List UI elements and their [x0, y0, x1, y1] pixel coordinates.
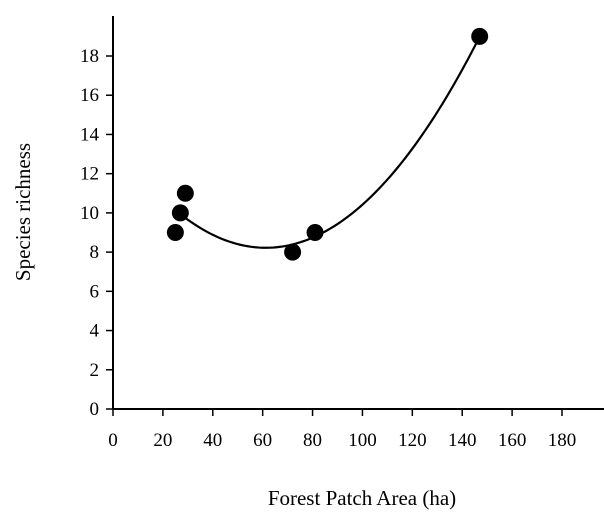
x-tick-label: 60: [253, 430, 272, 451]
x-tick-label: 0: [108, 430, 118, 451]
x-tick-label: 160: [498, 430, 527, 451]
data-point: [471, 27, 489, 45]
fit-curve: [179, 36, 481, 249]
data-point: [176, 184, 194, 202]
data-point: [171, 204, 189, 222]
x-tick-label: 140: [448, 430, 477, 451]
x-tick-label: 40: [203, 430, 222, 451]
x-tick-label: 100: [348, 430, 377, 451]
x-axis-title: Forest Patch Area (ha): [268, 486, 456, 510]
y-tick-label: 0: [90, 399, 100, 420]
data-point: [284, 243, 302, 261]
x-axis: 0 20 40 60 80 100 120 140 160 180: [108, 408, 604, 451]
x-tick-label: 80: [303, 430, 322, 451]
y-tick-label: 16: [80, 85, 99, 106]
y-tick-label: 12: [80, 164, 99, 185]
y-tick-label: 4: [90, 321, 100, 342]
data-points: [166, 27, 489, 261]
y-tick-label: 18: [80, 46, 99, 67]
y-axis-title: Species richness: [11, 143, 35, 281]
x-tick-label: 20: [153, 430, 172, 451]
x-tick-label: 180: [548, 430, 577, 451]
y-tick-label: 10: [80, 203, 99, 224]
y-tick-label: 2: [90, 360, 100, 381]
y-tick-label: 14: [80, 124, 100, 145]
y-axis: 0 2 4 6 8 10 12 14 16 18: [80, 16, 114, 420]
y-tick-label: 8: [90, 242, 100, 263]
x-tick-label: 120: [398, 430, 427, 451]
y-tick-label: 6: [90, 281, 100, 302]
data-point: [306, 224, 324, 241]
data-point: [166, 224, 184, 241]
